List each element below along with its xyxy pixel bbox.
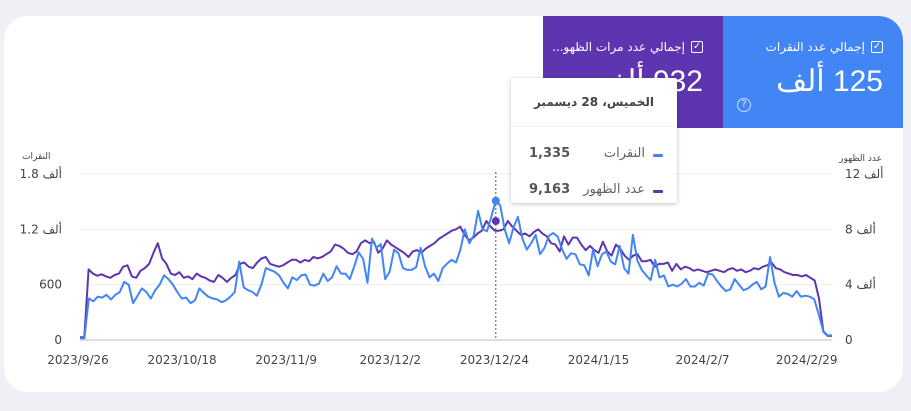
clicks-legend-swatch: [653, 154, 663, 157]
x-axis-tick-label: 2024/1/15: [568, 353, 630, 367]
clicks-series-line: [80, 199, 832, 340]
x-axis-tick-label: 2023/10/18: [148, 353, 217, 367]
left-axis-tick-label: 1.2 ألف: [20, 221, 62, 236]
tooltip-impressions-name: عدد الظهور: [583, 182, 645, 197]
left-axis-tick-label: 0: [54, 333, 62, 347]
left-axis-tick-label: 600: [39, 278, 62, 292]
right-axis-title: عدد الظهور: [838, 154, 882, 164]
tooltip-row-clicks: النقرات 1,335: [511, 146, 677, 166]
x-axis-tick-label: 2023/12/24: [460, 353, 529, 367]
right-axis-tick-label: 0: [845, 333, 853, 347]
tooltip-row-impressions: عدد الظهور 9,163: [511, 182, 677, 202]
performance-chart: 0 0 600 4 ألف 1.2 ألف 8 ألف 1.8 ألف 12 ألف النقر…: [20, 152, 884, 367]
impressions-legend-swatch: [653, 190, 663, 193]
x-axis-tick-label: 2024/2/7: [676, 353, 730, 367]
x-axis-tick-label: 2023/12/2: [360, 353, 422, 367]
right-axis-tick-label: 4 ألف: [845, 277, 876, 292]
clicks-metric-header: ✓ إجمالي عدد النقرات: [766, 40, 883, 54]
impressions-checkbox[interactable]: ✓: [691, 41, 703, 53]
impressions-series-line: [80, 220, 832, 339]
right-axis-tick-label: 8 ألف: [845, 221, 876, 236]
tooltip-impressions-value: 9,163: [529, 182, 571, 197]
clicks-metric-value: 125 ألف: [776, 65, 883, 98]
clicks-hover-point: [491, 196, 500, 205]
tooltip-clicks-name: النقرات: [603, 146, 645, 161]
x-axis-tick-label: 2023/9/26: [47, 353, 109, 367]
tooltip-date: الخميس، 28 ديسمبر: [511, 78, 677, 127]
right-axis-tick-label: 12 ألف: [845, 166, 884, 181]
help-circle-icon[interactable]: ?: [737, 98, 751, 112]
clicks-checkbox[interactable]: ✓: [871, 41, 883, 53]
left-axis-tick-label: 1.8 ألف: [20, 166, 62, 181]
impressions-hover-point: [491, 217, 500, 226]
impressions-metric-header: ✓ إجمالي عدد مرات الظهو...: [552, 40, 703, 54]
x-axis-tick-label: 2024/2/29: [776, 353, 838, 367]
chart-tooltip: الخميس، 28 ديسمبر النقرات 1,335 عدد الظه…: [511, 78, 677, 203]
clicks-metric-label: إجمالي عدد النقرات: [765, 40, 865, 54]
tooltip-clicks-value: 1,335: [529, 146, 571, 161]
left-axis-title: النقرات: [22, 152, 50, 162]
x-axis-tick-label: 2023/11/9: [255, 353, 317, 367]
clicks-metric-card[interactable]: ✓ إجمالي عدد النقرات 125 ألف ?: [723, 16, 903, 128]
impressions-metric-label: إجمالي عدد مرات الظهو...: [552, 40, 685, 54]
performance-card: 0 0 600 4 ألف 1.2 ألف 8 ألف 1.8 ألف 12 ألف النقر…: [4, 16, 903, 392]
